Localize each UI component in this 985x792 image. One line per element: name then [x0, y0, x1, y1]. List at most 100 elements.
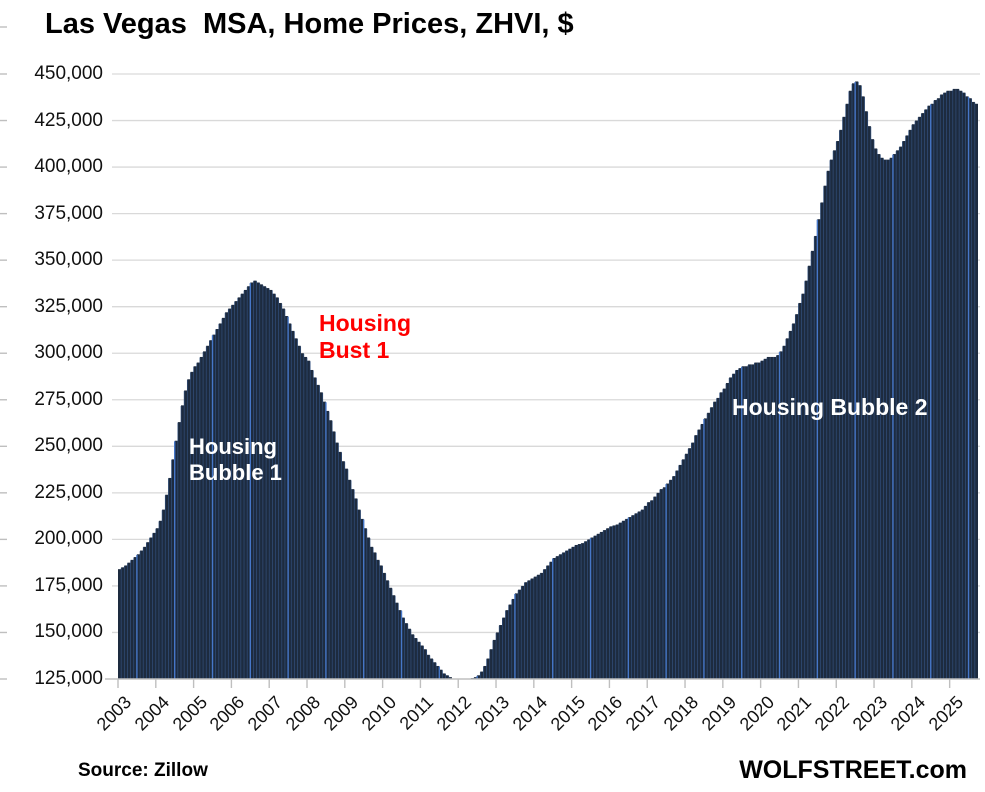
bar — [707, 412, 711, 679]
bar — [228, 308, 232, 679]
bar — [155, 528, 159, 679]
bar — [136, 554, 141, 679]
bar — [269, 289, 273, 679]
bar — [773, 356, 777, 679]
bar — [234, 301, 238, 679]
bar — [307, 360, 311, 679]
y-axis-label: 400,000 — [34, 156, 103, 178]
bar — [401, 617, 405, 679]
bar — [713, 401, 717, 679]
bar — [612, 525, 616, 679]
bar — [735, 369, 739, 679]
bar — [177, 422, 181, 679]
bar — [496, 632, 500, 679]
bar — [593, 535, 597, 679]
bar — [149, 537, 153, 679]
bar — [184, 390, 188, 679]
bar — [357, 509, 361, 679]
bar — [867, 126, 871, 680]
bar — [162, 509, 166, 679]
bar — [640, 509, 645, 679]
bar — [259, 284, 263, 679]
bar — [656, 492, 660, 679]
bar — [877, 154, 881, 680]
bar — [278, 302, 282, 679]
bar — [609, 526, 613, 679]
bar — [562, 552, 566, 679]
bar — [577, 544, 582, 679]
bar — [344, 468, 348, 679]
bar — [748, 364, 752, 679]
bar — [817, 219, 821, 679]
y-axis-label: 125,000 — [34, 668, 103, 689]
bar — [505, 610, 509, 679]
bar — [943, 92, 947, 680]
bar — [325, 410, 330, 679]
bar — [644, 505, 648, 679]
bar — [121, 567, 125, 679]
bar — [864, 111, 868, 680]
bar — [892, 154, 897, 680]
bar — [483, 665, 487, 679]
brand-wolfstreet: WOLFSTREET.com — [739, 756, 967, 785]
bar — [763, 358, 767, 679]
bar — [489, 649, 493, 679]
bar — [886, 159, 890, 679]
bar — [703, 418, 708, 679]
bar — [584, 541, 588, 679]
y-axis-label: 250,000 — [34, 435, 103, 457]
bar — [691, 442, 695, 679]
bar — [168, 477, 172, 679]
bar — [918, 116, 922, 679]
bar — [272, 293, 276, 679]
bar — [798, 302, 802, 679]
bar — [971, 101, 975, 680]
bar — [187, 379, 191, 679]
bar — [335, 442, 339, 679]
bar — [826, 170, 830, 680]
bar — [880, 157, 884, 679]
bar — [820, 202, 824, 679]
bar — [143, 546, 147, 679]
bar — [218, 323, 222, 679]
bar — [477, 675, 481, 679]
bar — [256, 282, 260, 679]
bar — [782, 345, 786, 679]
bar — [133, 557, 137, 679]
bar — [338, 451, 342, 679]
bar — [883, 159, 887, 679]
y-axis-label: 225,000 — [34, 481, 103, 503]
bar — [962, 92, 966, 680]
bar — [209, 340, 213, 679]
bar — [555, 556, 560, 679]
bar — [518, 589, 522, 679]
brand-suffix: .com — [908, 756, 967, 784]
bar — [118, 569, 122, 679]
bar — [741, 366, 745, 679]
bar — [319, 392, 323, 679]
bar — [392, 595, 396, 679]
bar — [247, 286, 251, 679]
bar — [669, 479, 673, 679]
bar — [407, 628, 411, 679]
bar — [974, 103, 978, 679]
bar — [448, 677, 452, 679]
bar — [915, 120, 919, 680]
bar — [212, 334, 216, 679]
bar — [631, 515, 635, 679]
bar — [530, 578, 534, 679]
bar — [807, 265, 812, 679]
bar — [521, 585, 525, 679]
bar — [199, 356, 204, 679]
bar — [930, 103, 934, 679]
bar — [653, 496, 657, 679]
bar — [508, 604, 512, 679]
bar — [300, 353, 304, 679]
bar — [549, 561, 553, 679]
bar — [152, 532, 156, 679]
bar — [193, 366, 197, 679]
y-axis-label: 450,000 — [34, 63, 103, 84]
bar — [146, 542, 150, 679]
annotation-housing-bubble-1: Housing Bubble 1 — [189, 434, 282, 485]
bar — [492, 639, 497, 679]
